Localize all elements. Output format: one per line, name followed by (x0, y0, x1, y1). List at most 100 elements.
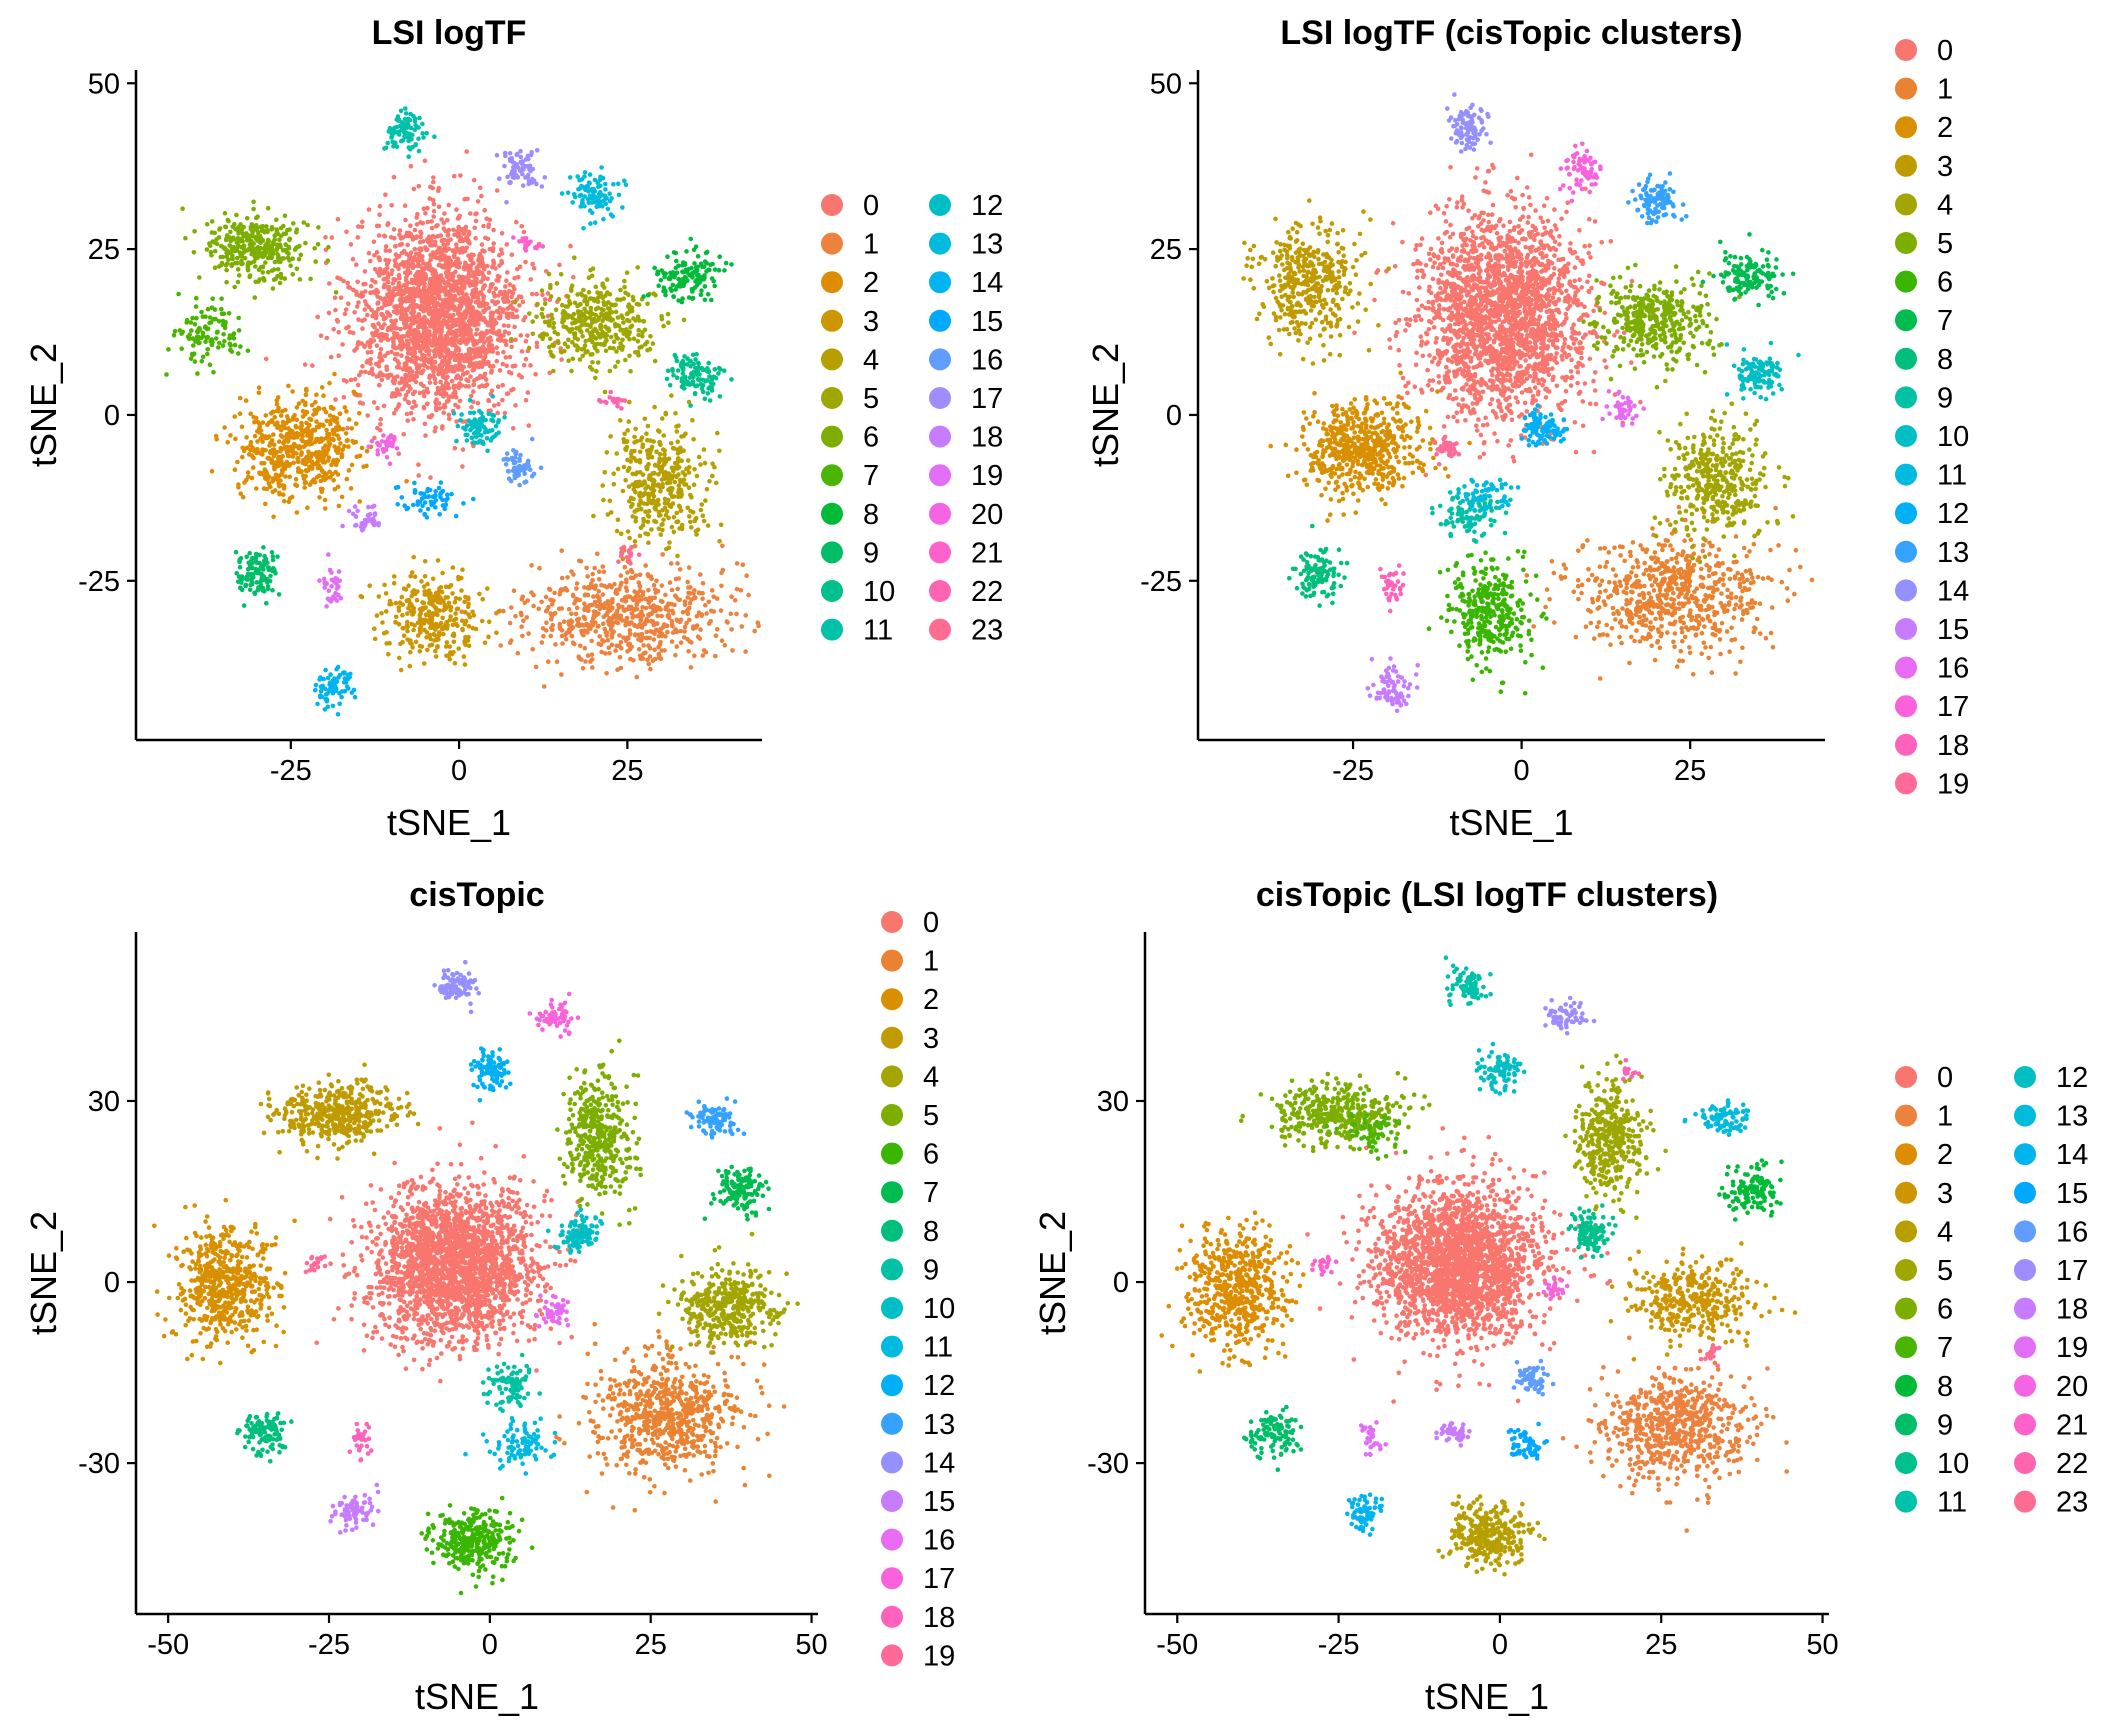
point (648, 334, 653, 339)
point (486, 397, 491, 403)
point (439, 361, 445, 367)
point (513, 337, 518, 343)
point (516, 372, 522, 378)
point (711, 594, 716, 599)
point (236, 231, 241, 236)
point (655, 613, 660, 619)
point (482, 207, 488, 213)
point (331, 327, 337, 332)
point (734, 611, 739, 617)
point (490, 264, 495, 270)
point (410, 611, 416, 617)
point (382, 582, 387, 588)
point (429, 219, 434, 224)
point (701, 518, 707, 524)
point (441, 598, 446, 604)
point (408, 163, 414, 169)
point (620, 604, 625, 610)
point (324, 418, 330, 424)
point (348, 486, 354, 491)
point (569, 368, 574, 374)
point (205, 346, 210, 352)
point (589, 296, 594, 301)
cluster-7-points (164, 291, 251, 377)
point (290, 454, 296, 459)
point (506, 315, 511, 321)
point (623, 478, 628, 483)
point (354, 421, 359, 427)
point (402, 396, 408, 402)
point (444, 274, 450, 280)
point (671, 529, 677, 535)
point (719, 570, 724, 575)
point (424, 318, 430, 323)
point (501, 349, 506, 355)
point (440, 264, 445, 270)
point (691, 437, 696, 442)
point (486, 222, 492, 227)
point (595, 331, 601, 336)
point (514, 219, 519, 225)
point (403, 372, 408, 378)
point (569, 633, 575, 639)
point (409, 621, 415, 627)
point (495, 351, 501, 356)
point (480, 596, 486, 602)
point (479, 364, 485, 370)
point (633, 350, 638, 355)
point (601, 497, 606, 503)
point (744, 573, 749, 578)
point (691, 482, 697, 488)
point (183, 235, 188, 241)
point (238, 252, 243, 258)
point (466, 624, 472, 629)
point (441, 220, 447, 226)
point (677, 477, 683, 483)
point (543, 608, 549, 614)
point (370, 277, 375, 283)
point (192, 359, 198, 364)
point (466, 253, 471, 259)
point (447, 261, 453, 266)
point (730, 648, 735, 653)
point (224, 261, 230, 267)
point (504, 391, 510, 397)
point (290, 389, 295, 394)
point (504, 363, 510, 369)
point (658, 277, 664, 283)
point (249, 222, 255, 228)
point (428, 279, 433, 285)
point (634, 301, 640, 307)
point (568, 243, 573, 249)
point (434, 279, 440, 285)
point (620, 488, 626, 494)
point (455, 232, 461, 237)
point (399, 242, 405, 247)
point (675, 553, 680, 559)
point (596, 588, 602, 594)
point (421, 383, 426, 389)
point (352, 348, 357, 353)
point (391, 410, 397, 416)
point (442, 320, 447, 326)
point (423, 605, 428, 610)
point (319, 385, 325, 390)
point (509, 337, 514, 342)
point (615, 323, 620, 328)
point (569, 288, 574, 294)
point (417, 270, 423, 275)
point (224, 267, 229, 273)
point (284, 431, 290, 437)
point (585, 349, 590, 354)
point (585, 328, 590, 333)
point (278, 413, 284, 418)
point (226, 257, 231, 263)
point (669, 524, 675, 530)
point (346, 324, 351, 330)
point (669, 619, 675, 624)
point (278, 458, 284, 463)
point (464, 377, 469, 383)
point (446, 359, 452, 365)
point (637, 636, 643, 642)
point (623, 621, 629, 626)
